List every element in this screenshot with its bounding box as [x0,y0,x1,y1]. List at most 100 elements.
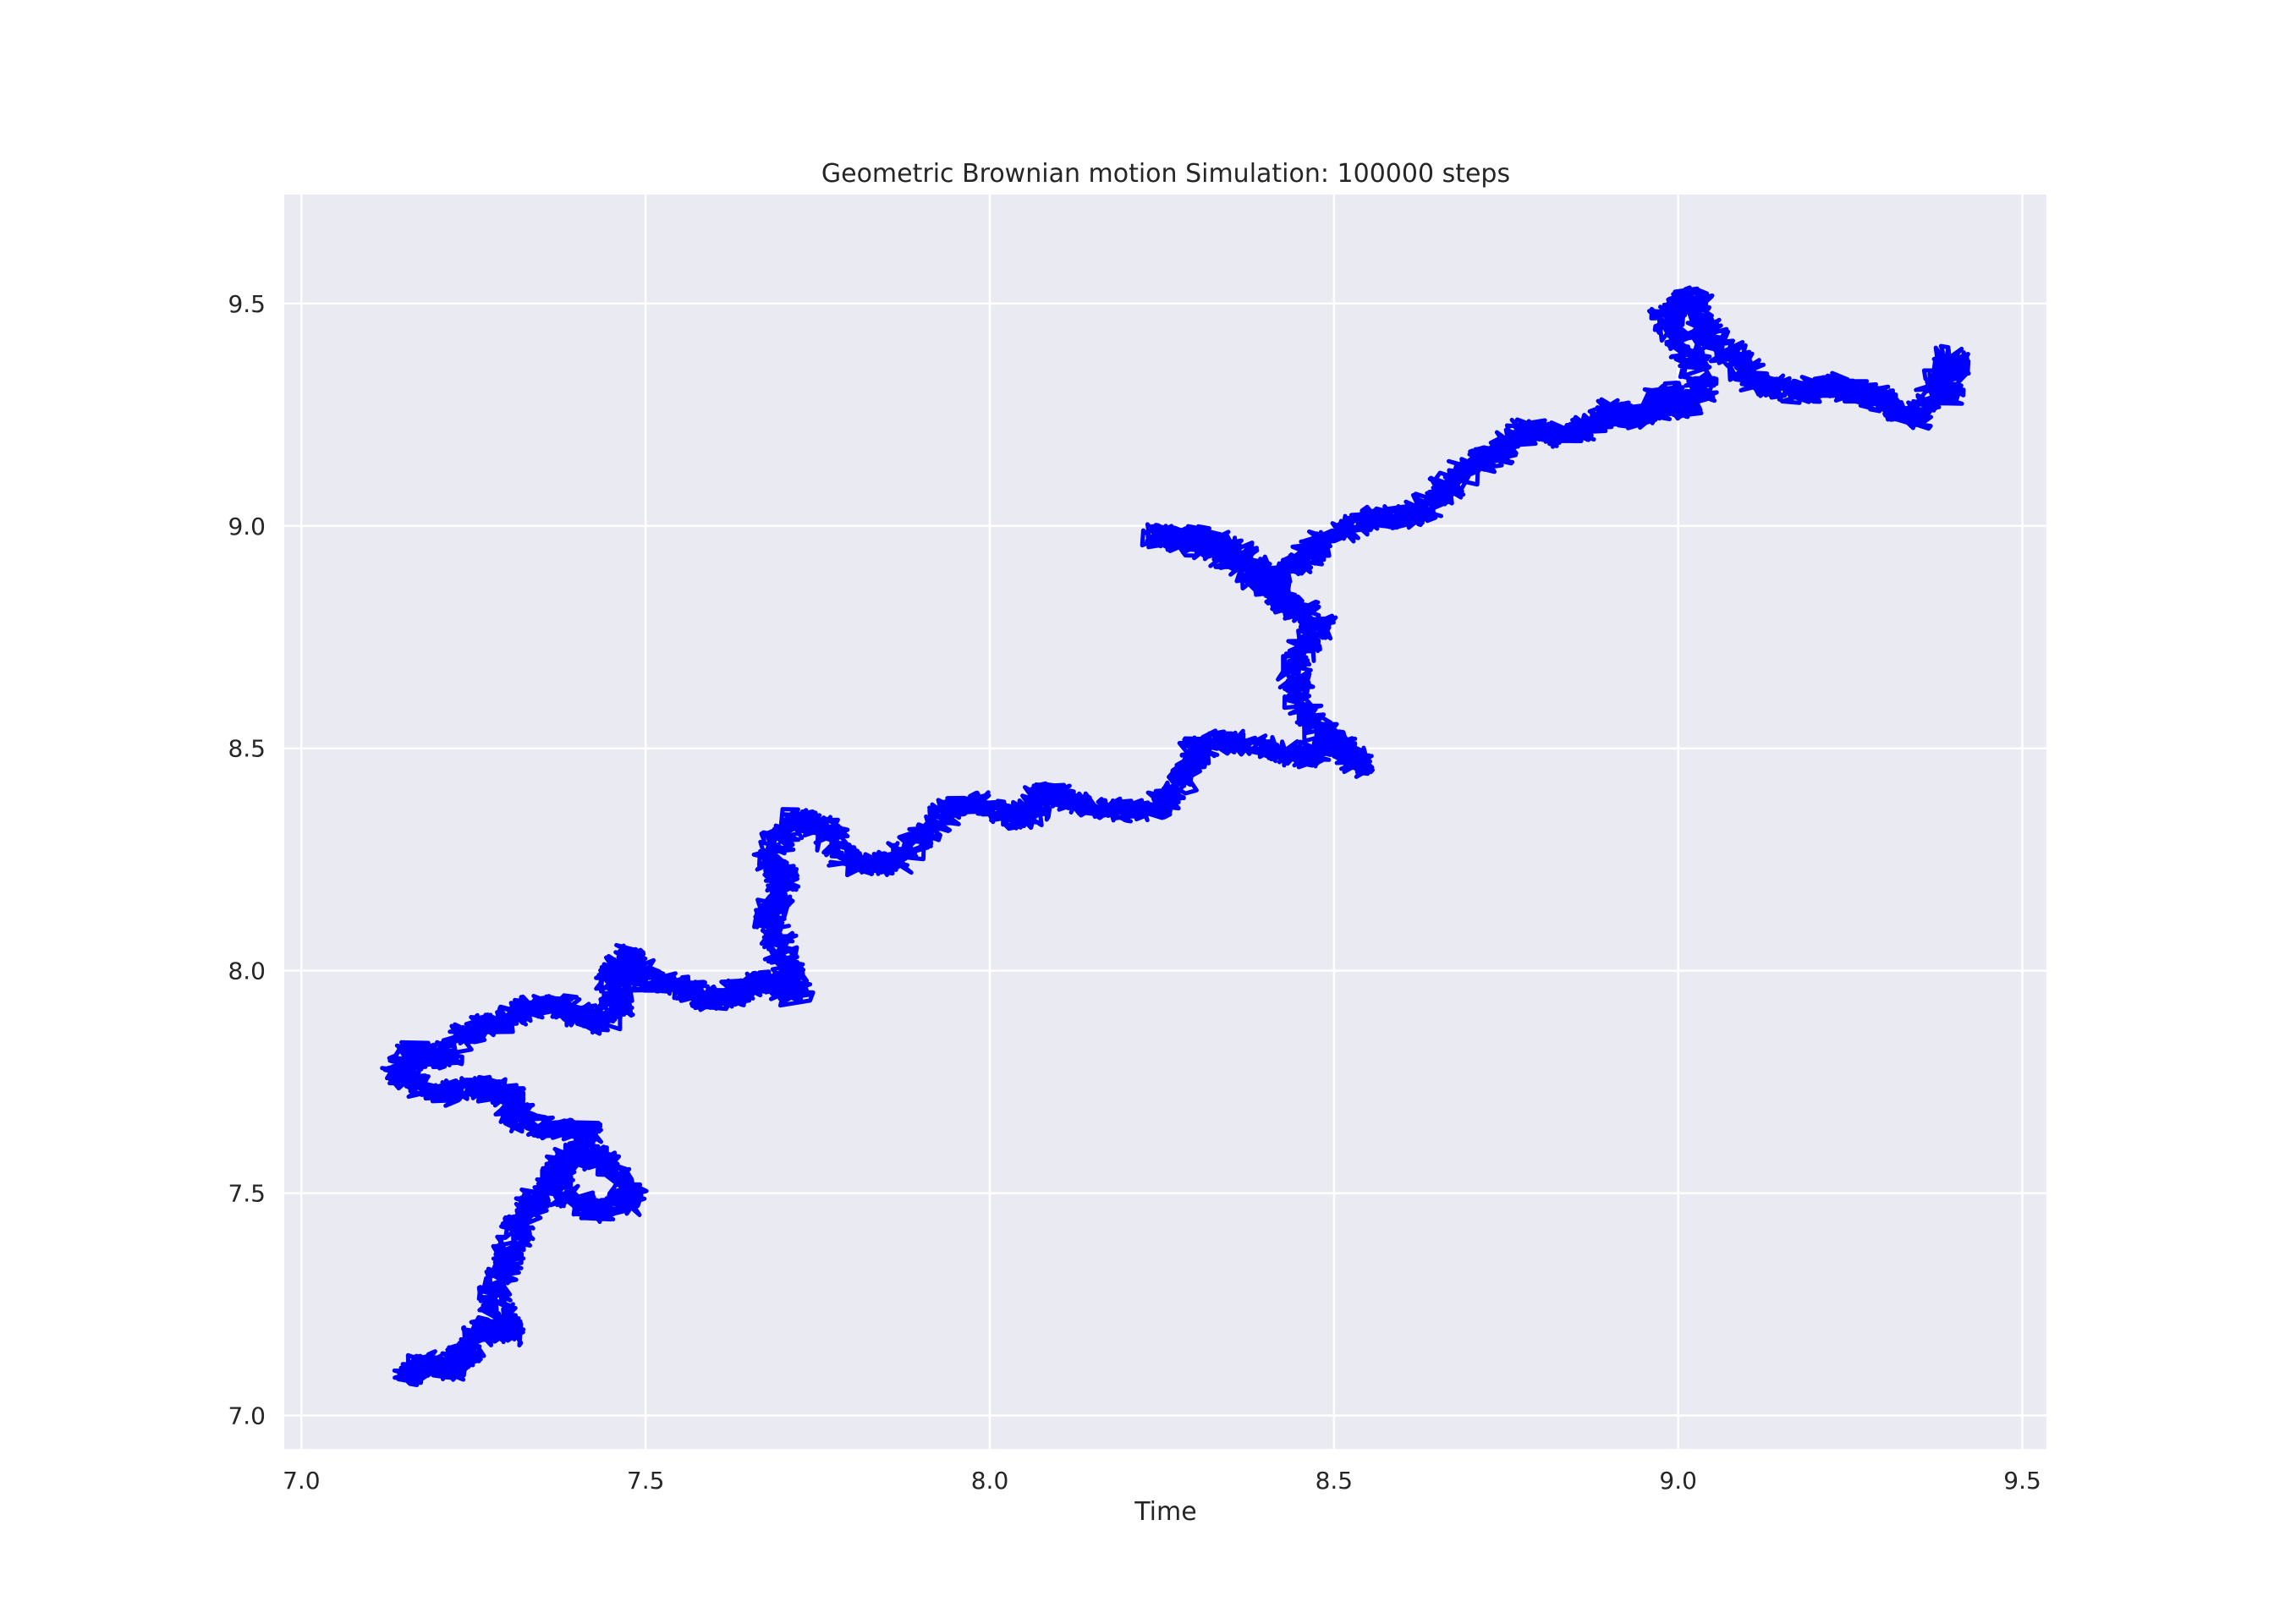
series-point [608,977,614,983]
series-point [1331,737,1337,743]
series-point [1111,808,1117,814]
series-point [560,1127,566,1133]
series-point [1703,327,1709,333]
series-point [1951,354,1957,359]
series-point [1414,514,1420,520]
series-point [1799,390,1805,396]
series-point [711,999,717,1005]
series-point [766,914,772,920]
series-point [1276,576,1282,582]
y-ticks: 7.0 7.5 8.0 8.5 9.0 9.5 [228,290,266,1430]
series-point [492,1297,497,1303]
series-point [608,1164,614,1170]
series-point [1675,408,1681,414]
series-point [1607,408,1612,414]
series-point [1372,514,1378,520]
series-point [1854,390,1860,396]
x-axis-label: Time [1134,1497,1196,1527]
series-point [1179,781,1185,787]
series-point [437,1056,442,1062]
series-point [615,1003,621,1009]
series-point [505,1332,511,1338]
series-point [464,1030,470,1036]
series-point [766,977,772,983]
series-point [1469,461,1475,467]
series-point [1662,318,1667,324]
series-point [395,1074,401,1080]
series-point [477,1324,483,1330]
series-point [629,1199,634,1205]
series-point [1703,390,1709,396]
series-point [1826,381,1832,387]
series-point [1262,745,1268,751]
series-point [1497,452,1502,458]
series-point [574,1146,579,1152]
series-point [794,995,800,1001]
x-tick-label: 9.0 [1659,1467,1697,1495]
series-point [766,852,772,858]
series-point [1317,621,1323,627]
series-point [450,1368,456,1374]
series-point [505,1092,511,1098]
series-point [684,985,689,991]
series-point [1936,381,1942,387]
series-point [595,1021,601,1027]
series-point [891,861,897,867]
chart-title: Geometric Brownian motion Simulation: 10… [821,159,1510,189]
x-tick-label: 8.5 [1316,1467,1354,1495]
series-point [780,879,786,885]
brownian-path [380,285,1971,1387]
y-tick-label: 7.5 [228,1180,266,1208]
series-point [464,1350,470,1356]
series-point [1069,798,1075,804]
series-point [1290,603,1296,609]
series-point [588,1127,594,1133]
series-point [1290,656,1296,662]
series-point [1331,745,1337,751]
series-point [1152,532,1158,538]
series-point [1152,808,1158,814]
series-point [437,1092,442,1098]
y-tick-label: 9.5 [228,290,266,318]
series-point [1881,398,1887,404]
series-point [532,1003,538,1009]
series-point [629,950,634,956]
series-point [1021,816,1027,822]
series-point [1579,425,1585,431]
series-point [1042,790,1048,796]
series-point [643,977,649,983]
x-tick-label: 7.5 [627,1467,665,1495]
series-point [973,798,979,804]
series-point [918,834,924,840]
series-point [794,816,800,822]
series-point [505,1253,511,1259]
x-tick-label: 8.0 [971,1467,1009,1495]
series-point [402,1377,408,1383]
series-point [1234,550,1240,556]
series-point [519,1119,525,1125]
series-point [1909,416,1915,422]
series-point [821,826,827,831]
series-point [1648,416,1654,422]
series-point [1944,398,1950,404]
series-point [1194,532,1200,538]
series-point [1304,550,1310,556]
series-point [1662,390,1667,396]
series-point [1194,540,1200,546]
series-point [1194,745,1200,751]
y-tick-label: 8.0 [228,957,266,985]
series-point [1304,754,1310,760]
plot-background [284,195,2046,1449]
series-point [1297,701,1303,707]
series-point [477,1084,483,1089]
series-point [1234,558,1240,564]
series-point [547,1182,552,1188]
series-path [380,285,1971,1387]
x-tick-label: 7.0 [283,1467,321,1495]
series-point [739,985,745,991]
series-point [1689,292,1695,298]
series-point [1689,354,1695,359]
series-point [1758,381,1764,387]
series-point [1524,425,1530,431]
